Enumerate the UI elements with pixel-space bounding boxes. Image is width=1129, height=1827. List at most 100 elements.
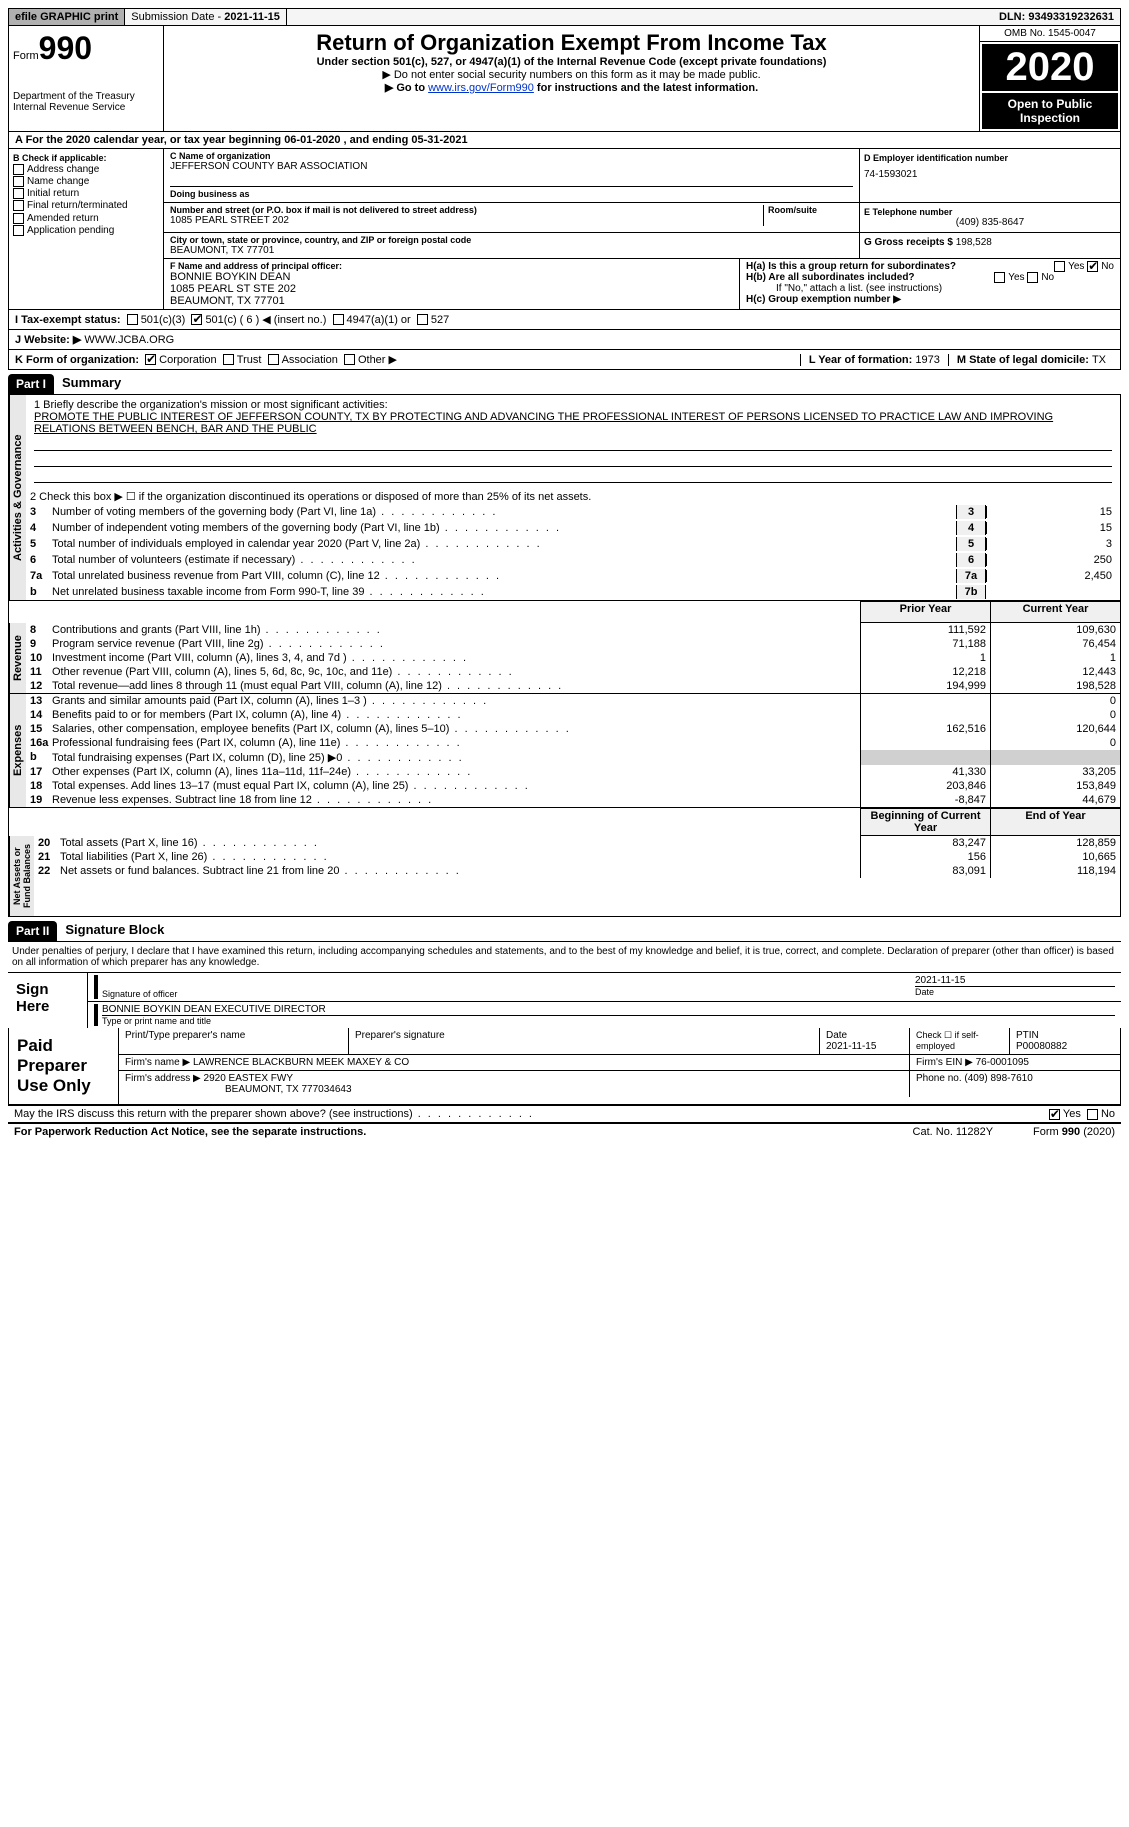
prep-date: 2021-11-15 bbox=[826, 1041, 876, 1052]
dept-treasury: Department of the Treasury Internal Reve… bbox=[13, 91, 159, 113]
section-b-heading: B Check if applicable: bbox=[13, 153, 159, 163]
efile-label[interactable]: efile GRAPHIC print bbox=[9, 9, 125, 25]
form-number: Form990 bbox=[13, 30, 159, 67]
phone-label: E Telephone number bbox=[864, 207, 1116, 217]
line-14: 14Benefits paid to or for members (Part … bbox=[26, 708, 1120, 722]
entity-info-grid: B Check if applicable: Address changeNam… bbox=[8, 149, 1121, 310]
form-header: Form990 Department of the Treasury Inter… bbox=[8, 26, 1121, 132]
irs-link[interactable]: www.irs.gov/Form990 bbox=[428, 82, 534, 94]
section-b: B Check if applicable: Address changeNam… bbox=[9, 149, 164, 309]
website-row: J Website: ▶ WWW.JCBA.ORG bbox=[8, 330, 1121, 350]
gross-receipts: 198,528 bbox=[956, 237, 992, 248]
officer-name: BONNIE BOYKIN DEAN bbox=[170, 271, 733, 283]
org-name-label: C Name of organization bbox=[170, 151, 853, 161]
check-self-employed: Check ☐ if self-employed bbox=[910, 1028, 1010, 1054]
top-bar: efile GRAPHIC print Submission Date - 20… bbox=[8, 8, 1121, 26]
firm-name: LAWRENCE BLACKBURN MEEK MAXEY & CO bbox=[193, 1057, 409, 1068]
line-3: 3Number of voting members of the governi… bbox=[26, 504, 1120, 520]
line-7b: bNet unrelated business taxable income f… bbox=[26, 584, 1120, 600]
page-footer: For Paperwork Reduction Act Notice, see … bbox=[8, 1122, 1121, 1140]
sig-officer-label: Signature of officer bbox=[102, 989, 915, 999]
line-10: 10Investment income (Part VIII, column (… bbox=[26, 651, 1120, 665]
checkbox-address-change[interactable]: Address change bbox=[13, 164, 159, 175]
vert-revenue: Revenue bbox=[9, 623, 26, 693]
prep-sig-label: Preparer's signature bbox=[349, 1028, 820, 1054]
ein-value: 74-1593021 bbox=[864, 169, 1116, 180]
declaration-text: Under penalties of perjury, I declare th… bbox=[8, 942, 1121, 972]
form-subtitle: Under section 501(c), 527, or 4947(a)(1)… bbox=[172, 56, 971, 68]
tax-exempt-status: I Tax-exempt status: 501(c)(3) 501(c) ( … bbox=[8, 310, 1121, 330]
officer-printed-name: BONNIE BOYKIN DEAN EXECUTIVE DIRECTOR bbox=[102, 1004, 1115, 1015]
line-7a: 7aTotal unrelated business revenue from … bbox=[26, 568, 1120, 584]
part1-header: Part I Summary bbox=[8, 370, 1121, 395]
firm-address: 2920 EASTEX FWY bbox=[204, 1073, 293, 1084]
phone-value: (409) 835-8647 bbox=[864, 217, 1116, 228]
part2-header: Part II Signature Block bbox=[8, 917, 1121, 942]
addr-label: Number and street (or P.O. box if mail i… bbox=[170, 205, 763, 215]
officer-addr2: BEAUMONT, TX 77701 bbox=[170, 295, 733, 307]
mission-text: PROMOTE THE PUBLIC INTEREST OF JEFFERSON… bbox=[34, 411, 1112, 435]
checkbox-name-change[interactable]: Name change bbox=[13, 176, 159, 187]
line-4: 4Number of independent voting members of… bbox=[26, 520, 1120, 536]
prep-name-label: Print/Type preparer's name bbox=[119, 1028, 349, 1054]
checkbox-final-return-terminated[interactable]: Final return/terminated bbox=[13, 200, 159, 211]
line-11: 11Other revenue (Part VIII, column (A), … bbox=[26, 665, 1120, 679]
officer-addr1: 1085 PEARL ST STE 202 bbox=[170, 283, 733, 295]
checkbox-application-pending[interactable]: Application pending bbox=[13, 225, 159, 236]
col-current-year: Current Year bbox=[990, 601, 1120, 623]
line-19: 19Revenue less expenses. Subtract line 1… bbox=[26, 793, 1120, 807]
vert-governance: Activities & Governance bbox=[9, 395, 26, 600]
checkbox-initial-return[interactable]: Initial return bbox=[13, 188, 159, 199]
line-20: 20Total assets (Part X, line 16)83,24712… bbox=[34, 836, 1120, 850]
line-22: 22Net assets or fund balances. Subtract … bbox=[34, 864, 1120, 878]
room-label: Room/suite bbox=[768, 205, 853, 215]
checkbox-amended-return[interactable]: Amended return bbox=[13, 213, 159, 224]
line-16a: 16aProfessional fundraising fees (Part I… bbox=[26, 736, 1120, 750]
date-label: Date bbox=[915, 986, 1115, 997]
sig-date: 2021-11-15 bbox=[915, 975, 1115, 986]
col-end-year: End of Year bbox=[990, 808, 1120, 836]
officer-label: F Name and address of principal officer: bbox=[170, 261, 733, 271]
ssn-note: ▶ Do not enter social security numbers o… bbox=[172, 68, 971, 81]
line-15: 15Salaries, other compensation, employee… bbox=[26, 722, 1120, 736]
open-public: Open to Public Inspection bbox=[982, 93, 1118, 129]
line-b: bTotal fundraising expenses (Part IX, co… bbox=[26, 750, 1120, 765]
line-5: 5Total number of individuals employed in… bbox=[26, 536, 1120, 552]
tax-year: 2020 bbox=[982, 44, 1118, 91]
submission-date: Submission Date - 2021-11-15 bbox=[125, 9, 287, 25]
firm-phone: (409) 898-7610 bbox=[964, 1073, 1032, 1084]
sign-here-row: Sign Here Signature of officer 2021-11-1… bbox=[8, 972, 1121, 1028]
paid-preparer-section: Paid Preparer Use Only Print/Type prepar… bbox=[8, 1028, 1121, 1105]
hb-note: If "No," attach a list. (see instruction… bbox=[746, 283, 1114, 294]
hc-row: H(c) Group exemption number ▶ bbox=[746, 294, 1114, 305]
line-13: 13Grants and similar amounts paid (Part … bbox=[26, 694, 1120, 708]
col-begin-year: Beginning of Current Year bbox=[860, 808, 990, 836]
tax-year-range: A For the 2020 calendar year, or tax yea… bbox=[8, 132, 1121, 149]
org-name: JEFFERSON COUNTY BAR ASSOCIATION bbox=[170, 161, 853, 172]
line-21: 21Total liabilities (Part X, line 26)156… bbox=[34, 850, 1120, 864]
firm-ein: 76-0001095 bbox=[976, 1057, 1029, 1068]
col-prior-year: Prior Year bbox=[860, 601, 990, 623]
hb-row: H(b) Are all subordinates included? Yes … bbox=[746, 272, 1114, 283]
street-address: 1085 PEARL STREET 202 bbox=[170, 215, 763, 226]
line-6: 6Total number of volunteers (estimate if… bbox=[26, 552, 1120, 568]
dln: DLN: 93493319232631 bbox=[993, 9, 1120, 25]
omb-number: OMB No. 1545-0047 bbox=[980, 26, 1120, 42]
form-title: Return of Organization Exempt From Incom… bbox=[172, 30, 971, 56]
gross-receipts-label: G Gross receipts $ bbox=[864, 237, 956, 248]
line-8: 8Contributions and grants (Part VIII, li… bbox=[26, 623, 1120, 637]
city-value: BEAUMONT, TX 77701 bbox=[170, 245, 853, 256]
type-name-label: Type or print name and title bbox=[102, 1015, 1115, 1026]
may-irs-discuss: May the IRS discuss this return with the… bbox=[8, 1105, 1121, 1122]
line-12: 12Total revenue—add lines 8 through 11 (… bbox=[26, 679, 1120, 693]
dba-label: Doing business as bbox=[170, 189, 250, 199]
ein-label: D Employer identification number bbox=[864, 153, 1116, 163]
line-18: 18Total expenses. Add lines 13–17 (must … bbox=[26, 779, 1120, 793]
line2: 2 Check this box ▶ ☐ if the organization… bbox=[26, 489, 1120, 504]
ha-row: H(a) Is this a group return for subordin… bbox=[746, 261, 1114, 272]
city-label: City or town, state or province, country… bbox=[170, 235, 853, 245]
summary-table: Activities & Governance 1 Briefly descri… bbox=[8, 395, 1121, 917]
line-17: 17Other expenses (Part IX, column (A), l… bbox=[26, 765, 1120, 779]
goto-link-row: ▶ Go to www.irs.gov/Form990 for instruct… bbox=[172, 81, 971, 94]
form-of-org-row: K Form of organization: Corporation Trus… bbox=[8, 350, 1121, 370]
